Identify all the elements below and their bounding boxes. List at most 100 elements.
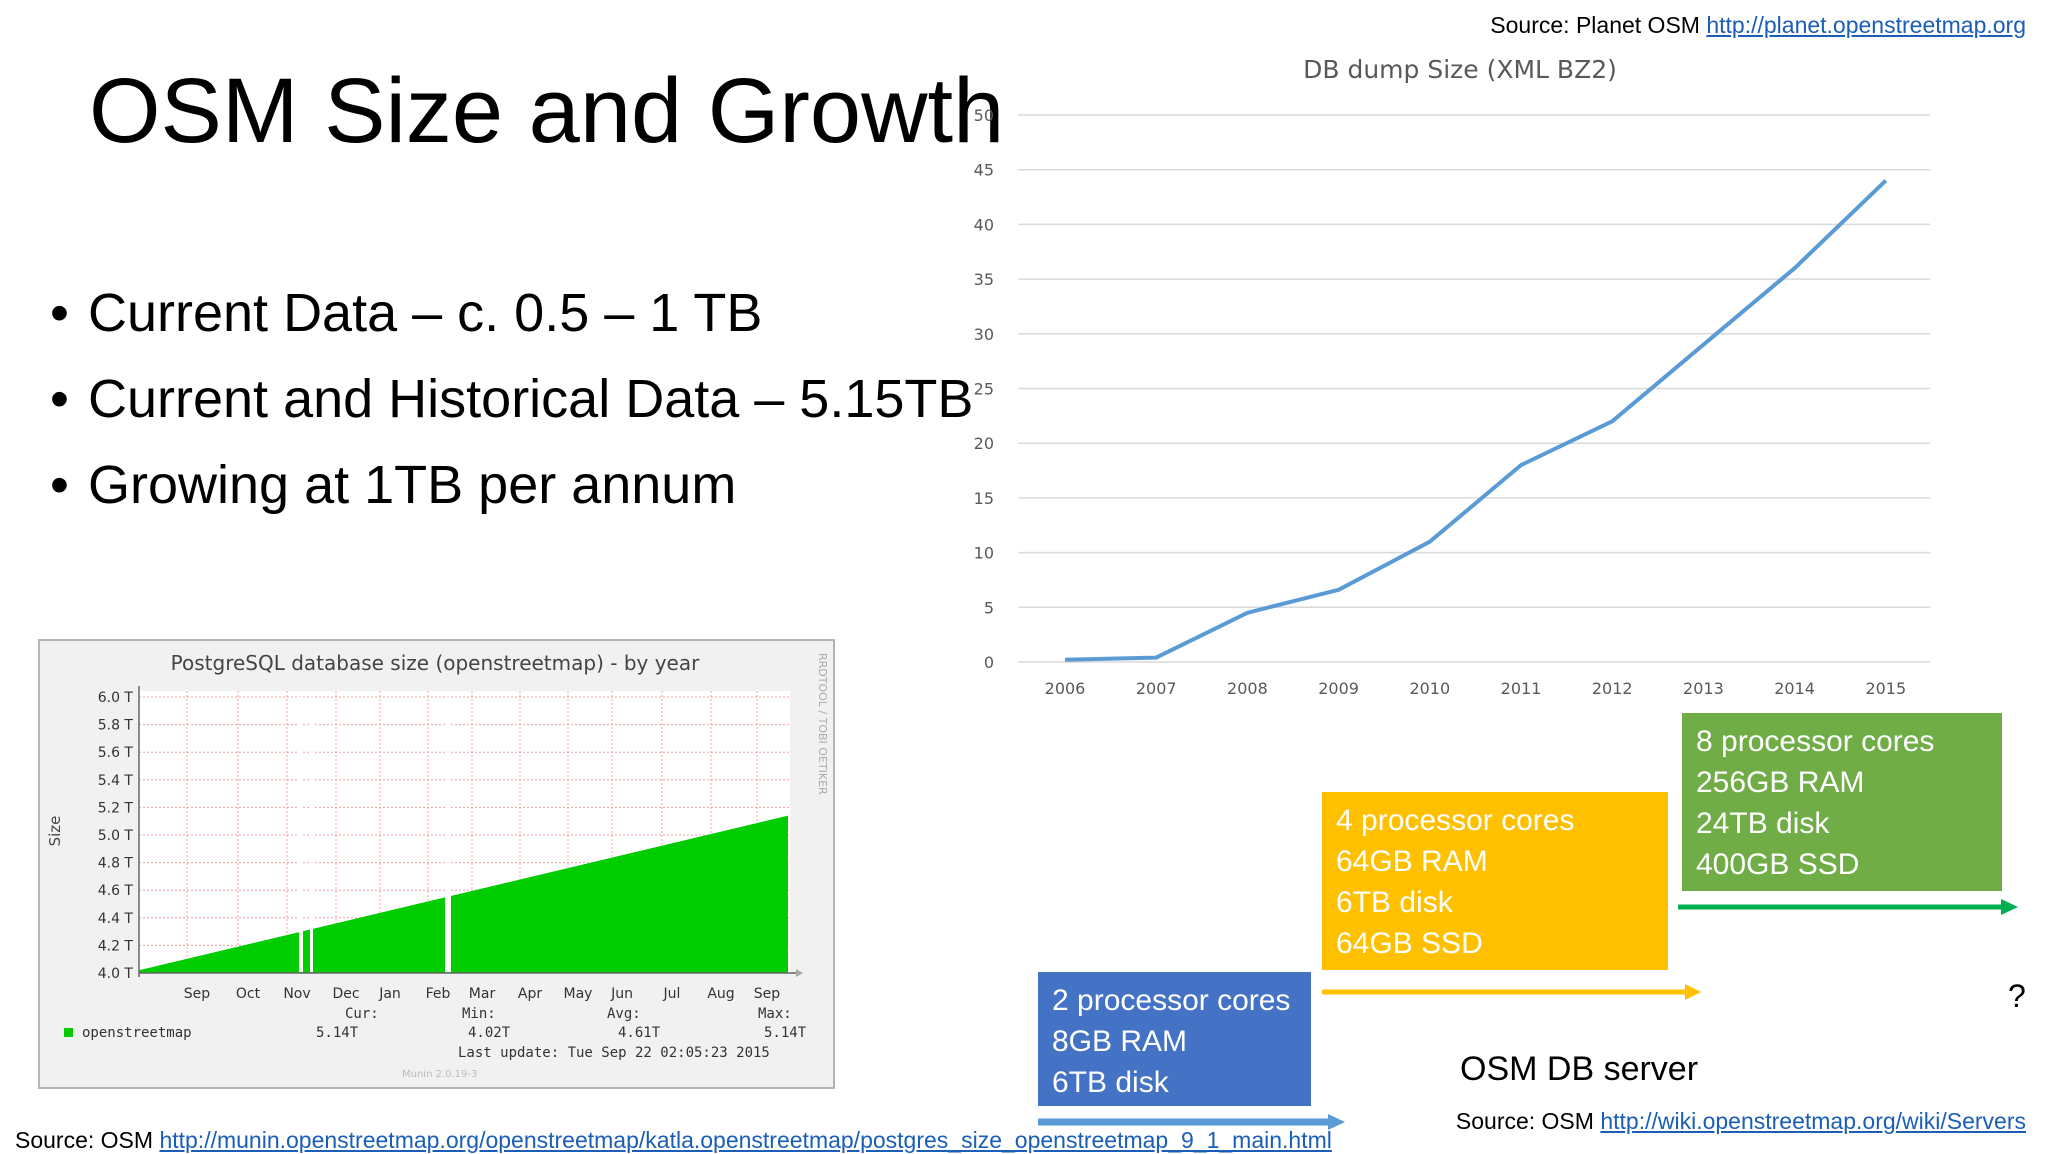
y-tick-label: 25 [974,380,994,399]
munin-cur-label: Cur: [345,1006,379,1022]
source-wiki: Source: OSM http://wiki.openstreetmap.or… [1456,1108,2026,1135]
munin-data-gap [310,697,313,972]
x-tick-label: 2010 [1409,679,1450,698]
munin-x-ticks: Sep Oct Nov Dec Jan Feb Mar Apr May Jun Jul Aug Sep [184,986,781,1002]
y-tick-label: 45 [974,161,994,180]
munin-data-gaps [299,697,451,972]
munin-x-tick-label: Feb [426,986,451,1002]
source-prefix: Source: OSM [15,1127,160,1153]
munin-version: Munin 2.0.19-3 [402,1069,477,1080]
munin-last-update: Last update: Tue Sep 22 02:05:23 2015 [458,1045,770,1061]
x-tick-label: 2014 [1774,679,1815,698]
munin-avg-label: Avg: [607,1006,641,1022]
munin-cur-value: 5.14T [316,1025,359,1041]
source-planet-osm: Source: Planet OSM http://planet.openstr… [1490,12,2026,39]
munin-x-tick-label: Aug [707,986,734,1002]
munin-y-ticks: 4.0 T 4.2 T 4.4 T 4.6 T 4.8 T 5.0 T 5.2 T 5.4 T… [98,690,134,982]
munin-y-label: Size [46,816,64,847]
slide-title: OSM Size and Growth [89,60,1005,162]
osm-db-server-label: OSM DB server [1460,1050,1699,1088]
x-tick-label: 2012 [1592,679,1633,698]
y-tick-label: 5 [984,598,994,617]
munin-x-tick-label: Nov [283,986,310,1002]
x-tick-label: 2013 [1683,679,1724,698]
bullet-list: Current Data – c. 0.5 – 1 TB Current and… [50,270,973,528]
x-tick-label: 2011 [1501,679,1542,698]
server-spec-cores: 2 processor cores [1052,984,1291,1017]
server-box-3: 8 processor cores 256GB RAM 24TB disk 40… [1682,713,2002,891]
db-dump-size-chart: DB dump Size (XML BZ2) 0 5 10 15 20 25 30 35 40 4… [974,55,1930,698]
munin-max-value: 5.14T [764,1025,807,1041]
munin-min-value: 4.02T [468,1025,511,1041]
munin-x-tick-label: Apr [518,986,542,1002]
munin-x-arrow-icon [796,969,803,977]
x-tick-label: 2007 [1136,679,1177,698]
server-spec-ssd: 64GB SSD [1336,927,1483,960]
server-spec-ssd: 400GB SSD [1696,848,1860,881]
x-axis-ticks: 2006 2007 2008 2009 2010 2011 2012 2013 2014 2015 [1045,679,1907,698]
munin-x-tick-label: Dec [332,986,359,1002]
munin-link[interactable]: http://munin.openstreetmap.org/openstree… [159,1127,1332,1153]
server-spec-disk: 6TB disk [1336,886,1453,919]
future-question-mark: ? [2008,978,2026,1014]
y-tick-label: 50 [974,106,994,125]
server-spec-ram: 256GB RAM [1696,766,1865,799]
munin-x-tick-label: Jan [378,986,401,1002]
munin-graph: PostgreSQL database size (openstreetmap)… [38,639,835,1089]
server-spec-disk: 6TB disk [1052,1066,1169,1099]
bullet-growth: Growing at 1TB per annum [50,442,973,528]
munin-x-tick-label: Oct [236,986,261,1002]
y-tick-label: 0 [984,653,994,672]
munin-y-tick-label: 5.0 T [98,828,134,844]
source-prefix: Source: OSM [1455,1108,1601,1134]
y-tick-label: 15 [974,489,994,508]
server-spec-ram: 64GB RAM [1336,845,1488,878]
x-tick-label: 2006 [1045,679,1086,698]
source-prefix: Source: Planet OSM [1490,12,1707,38]
munin-y-tick-label: 4.0 T [98,966,134,982]
server-box-2: 4 processor cores 64GB RAM 6TB disk 64GB… [1322,792,1668,970]
chart-gridlines [1018,114,1930,663]
munin-y-tick-label: 4.4 T [98,911,134,927]
munin-title: PostgreSQL database size (openstreetmap)… [171,651,700,675]
server-spec-cores: 4 processor cores [1336,804,1575,837]
bullet-current-data: Current Data – c. 0.5 – 1 TB [50,270,973,356]
munin-x-tick-label: Sep [754,986,781,1002]
timeline-arrows [1038,899,2018,1130]
series-line [1064,179,1888,662]
planet-osm-link[interactable]: http://planet.openstreetmap.org [1706,12,2026,38]
y-tick-label: 30 [974,325,994,344]
munin-data-gap [299,697,303,972]
munin-graph-svg: PostgreSQL database size (openstreetmap)… [46,651,829,1080]
arrow-head-icon [1685,984,1701,1000]
munin-max-label: Max: [758,1006,792,1022]
munin-x-tick-label: Jun [610,986,633,1002]
munin-legend-swatch [64,1028,73,1037]
munin-y-tick-label: 6.0 T [98,690,134,706]
x-tick-label: 2015 [1865,679,1906,698]
munin-y-tick-label: 4.8 T [98,856,134,872]
x-tick-label: 2008 [1227,679,1268,698]
y-tick-label: 35 [974,270,994,289]
wiki-servers-link[interactable]: http://wiki.openstreetmap.org/wiki/Serve… [1600,1108,2026,1134]
y-tick-label: 10 [974,544,994,563]
x-tick-label: 2009 [1318,679,1359,698]
munin-y-tick-label: 5.6 T [98,745,134,761]
arrow-head-icon [2001,899,2018,915]
munin-avg-value: 4.61T [618,1025,661,1041]
server-spec-disk: 24TB disk [1696,807,1830,840]
munin-x-tick-label: May [564,986,593,1002]
munin-data-gap [445,697,451,972]
arrow-head-icon [1328,1114,1345,1130]
y-tick-label: 20 [974,434,994,453]
munin-y-tick-label: 5.4 T [98,773,134,789]
munin-legend-series: openstreetmap [82,1025,192,1041]
munin-min-label: Min: [462,1006,496,1022]
rrdtool-credit: RRDTOOL / TOBI OETIKER [816,653,829,795]
bullet-historical-data: Current and Historical Data – 5.15TB [50,356,973,442]
munin-x-tick-label: Sep [184,986,211,1002]
y-axis-ticks: 0 5 10 15 20 25 30 35 40 45 50 [974,106,994,672]
chart-title: DB dump Size (XML BZ2) [1303,55,1617,84]
munin-y-tick-label: 4.6 T [98,883,134,899]
munin-x-tick-label: Jul [663,986,681,1002]
